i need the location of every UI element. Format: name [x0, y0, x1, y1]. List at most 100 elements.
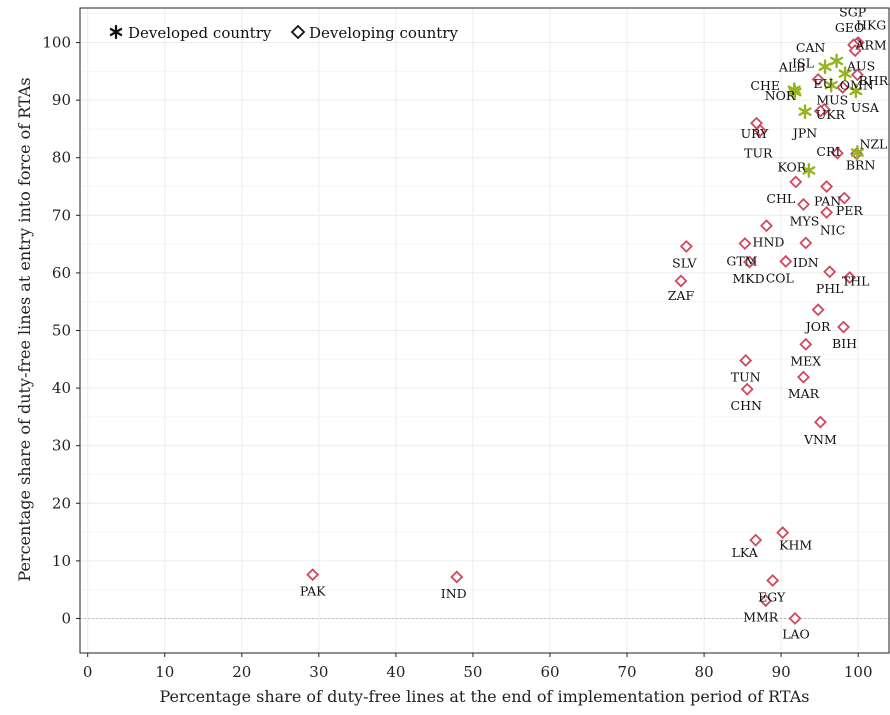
developing-point-ind [450, 570, 464, 584]
developing-point-cri [830, 146, 844, 160]
developing-point-ukr [813, 104, 827, 118]
developing-point-khm [776, 526, 790, 540]
developing-point-per [837, 191, 851, 205]
developed-point-aus [838, 66, 852, 82]
point-label-alb: ALB [778, 59, 806, 74]
point-label-thl: THL [842, 274, 870, 289]
point-label-tun: TUN [731, 369, 761, 384]
point-label-vnm: VNM [803, 432, 837, 447]
y-tick-label: 60 [52, 264, 71, 282]
point-label-zaf: ZAF [668, 288, 695, 303]
developing-point-chn [740, 382, 754, 396]
point-label-ind: IND [441, 586, 467, 601]
developed-point-nor [788, 84, 802, 100]
developing-point-chl [789, 175, 803, 189]
grid [80, 8, 889, 653]
developing-point-mmr [759, 594, 773, 608]
point-label-kor: KOR [778, 159, 807, 174]
x-tick-label: 70 [617, 663, 636, 681]
developing-point-alb [811, 72, 825, 86]
y-axis-title: Percentage share of duty-free lines at e… [15, 77, 34, 581]
legend-diamond-icon [290, 24, 306, 40]
point-label-mex: MEX [790, 353, 821, 368]
y-tick-label: 10 [52, 552, 71, 570]
y-tick-label: 70 [52, 206, 71, 224]
x-tick-label: 100 [844, 663, 873, 681]
x-tick-label: 90 [772, 663, 791, 681]
point-label-chn: CHN [731, 398, 762, 413]
y-tick-label: 100 [42, 34, 71, 52]
developed-point-nzl [850, 145, 864, 160]
y-tick-label: 80 [52, 149, 71, 167]
developing-point-jor [811, 303, 825, 317]
developed-point-jpn [798, 104, 812, 120]
asterisk-stroke [109, 27, 123, 37]
developed-point-usa [849, 83, 863, 99]
developing-point-phl [823, 265, 837, 279]
x-tick-label: 20 [232, 663, 251, 681]
point-label-egy: EGY [758, 589, 786, 604]
legend-asterisk-icon [109, 24, 123, 40]
axis-ticks: 0 10 20 30 40 50 60 70 80 90 100 0 10 20 30 40 50 60 70 80 9… [42, 34, 872, 681]
point-label-ury: URY [741, 126, 770, 141]
legend-developing-label: Developing country [309, 24, 458, 42]
point-label-tur: TUR [744, 146, 773, 161]
developing-point-vnm [813, 415, 827, 429]
point-label-lka: LKA [732, 545, 759, 560]
developing-point-lao [788, 611, 802, 625]
point-label-bhr: BHR [859, 73, 889, 88]
point-label-hnd: HND [753, 235, 785, 250]
y-tick-label: 30 [52, 437, 71, 455]
point-label-hkg: HKG [856, 18, 886, 33]
developing-point-mkd [743, 255, 757, 269]
point-label-jpn: JPN [791, 126, 817, 141]
developing-point-hnd [760, 219, 773, 233]
point-label-bih: BIH [832, 336, 857, 351]
x-tick-label: 0 [83, 663, 93, 681]
developing-point-tur [753, 124, 767, 138]
point-label-slv: SLV [672, 255, 697, 270]
asterisk-stroke [838, 69, 852, 78]
point-label-chl: CHL [766, 191, 795, 206]
developing-point-tun [739, 353, 753, 367]
y-tick-label: 50 [52, 322, 71, 340]
developing-point-egy [766, 573, 780, 587]
point-label-per: PER [836, 203, 864, 218]
point-label-nor: NOR [765, 88, 796, 103]
developing-point-thl [843, 271, 857, 284]
developing-point-nic [820, 205, 834, 219]
developing-point-col [779, 254, 793, 268]
y-tick-label: 20 [52, 494, 71, 512]
point-label-brn: BRN [846, 158, 876, 173]
developing-point-mex [799, 337, 813, 351]
asterisk-stroke [850, 148, 864, 157]
point-label-can: CAN [796, 40, 826, 55]
x-tick-label: 30 [309, 663, 328, 681]
developing-point-mar [797, 370, 810, 384]
point-label-col: COL [766, 270, 794, 285]
point-label-arm: ARM [854, 38, 886, 53]
point-label-sgp: SGP [839, 5, 866, 20]
asterisk-stroke [824, 80, 838, 90]
point-label-jor: JOR [804, 319, 831, 334]
developing-point-pak [306, 568, 320, 582]
point-label-usa: USA [851, 100, 880, 115]
point-label-nzl: NZL [859, 137, 887, 152]
x-tick-label: 50 [463, 663, 482, 681]
point-label-gtm: GTM [726, 254, 757, 269]
point-label-omn: OMN [840, 77, 874, 92]
legend-developed-label: Developed country [128, 24, 272, 42]
asterisk-stroke [818, 62, 832, 72]
asterisk-stroke [830, 56, 844, 66]
asterisk-stroke [788, 87, 802, 97]
point-label-geo: GEO [835, 20, 864, 35]
point-label-eu: EU [813, 76, 833, 91]
x-axis-title: Percentage share of duty-free lines at t… [160, 687, 810, 706]
point-label-mkd: MKD [732, 271, 764, 286]
developing-point-omn [836, 81, 850, 94]
point-label-pak: PAK [300, 584, 326, 599]
point-label-khm: KHM [779, 538, 812, 553]
developing-point-lka [749, 533, 763, 547]
asterisk-stroke [802, 166, 816, 175]
